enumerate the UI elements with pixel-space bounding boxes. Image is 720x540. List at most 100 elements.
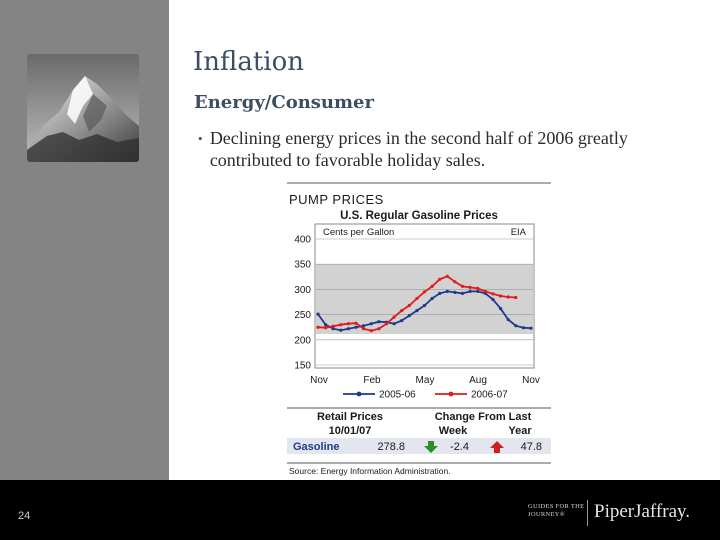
data-point	[324, 326, 328, 330]
y-axis-ticks: 400 350 300 250 200 150	[294, 235, 311, 372]
y-tick-label: 250	[294, 310, 311, 321]
source-tag: EIA	[511, 227, 527, 238]
data-point	[453, 280, 457, 284]
x-axis-ticks: Nov Feb May Aug Nov	[310, 375, 540, 386]
series-layer	[316, 274, 533, 333]
data-point	[362, 324, 366, 328]
price-table: Retail Prices Change From Last 10/01/07 …	[287, 407, 551, 476]
footer-bar: 24 GUIDES FOR THE JOURNEY® PiperJaffray.	[0, 480, 720, 540]
slide-subtitle: Energy/Consumer	[194, 92, 374, 113]
legend: 2005-06 2006-07	[343, 390, 508, 401]
data-point	[514, 295, 518, 300]
data-point	[491, 292, 495, 296]
data-point	[415, 296, 419, 301]
data-point	[407, 303, 411, 308]
slide-title: Inflation	[193, 47, 305, 77]
table-gasoline-row	[287, 438, 551, 454]
data-point	[491, 297, 495, 302]
down-arrow-icon	[424, 441, 438, 453]
data-point	[422, 290, 427, 294]
data-point	[468, 285, 472, 289]
data-point	[499, 307, 503, 311]
y-tick-label: 300	[294, 285, 311, 296]
table-gasoline-price: 278.8	[377, 441, 405, 453]
data-point	[400, 309, 404, 313]
legend-label-2006: 2006-07	[471, 390, 508, 401]
data-point	[422, 303, 427, 308]
data-point	[407, 314, 411, 318]
y-tick-label: 400	[294, 235, 311, 246]
x-tick-label: May	[416, 375, 435, 386]
data-point	[415, 309, 419, 313]
table-header-retail: Retail Prices	[317, 411, 383, 423]
data-point	[362, 327, 366, 331]
chart-title: U.S. Regular Gasoline Prices	[340, 210, 498, 222]
chart-heading: PUMP PRICES	[289, 192, 384, 207]
data-point	[369, 322, 373, 326]
chart-canvas: PUMP PRICES U.S. Regular Gasoline Prices…	[287, 182, 551, 476]
plot-shaded-band	[316, 264, 533, 334]
unit-label: Cents per Gallon	[323, 227, 394, 238]
x-tick-label: Feb	[363, 375, 381, 386]
data-point	[339, 328, 343, 332]
data-point	[506, 295, 510, 299]
data-point	[316, 312, 320, 316]
data-point	[521, 326, 525, 330]
data-point	[476, 286, 480, 290]
piper-jaffray-logo: PiperJaffray.	[594, 501, 691, 522]
table-date: 10/01/07	[329, 425, 372, 437]
data-point	[384, 322, 389, 326]
x-tick-label: Aug	[469, 375, 487, 386]
table-col-week: Week	[439, 425, 468, 437]
data-point	[529, 326, 533, 330]
legend-marker-2006	[448, 391, 454, 397]
y-tick-label: 200	[294, 335, 311, 346]
sidebar-panel	[0, 0, 169, 480]
data-point	[430, 284, 434, 288]
data-point	[476, 289, 480, 293]
data-point	[460, 284, 465, 288]
data-point	[392, 322, 396, 326]
bullet-dot: •	[198, 131, 203, 146]
data-point	[499, 294, 503, 298]
data-point	[331, 324, 335, 328]
table-col-year: Year	[508, 425, 532, 437]
data-point	[354, 325, 358, 329]
data-point	[392, 315, 396, 319]
logo-divider	[587, 500, 588, 526]
source-note: Source: Energy Information Administratio…	[289, 466, 451, 476]
data-point	[445, 289, 449, 293]
table-header-change: Change From Last	[435, 411, 532, 423]
data-point	[430, 296, 434, 301]
data-point	[377, 327, 381, 331]
data-point	[354, 321, 358, 325]
data-point	[346, 327, 350, 331]
legend-label-2005: 2005-06	[379, 390, 416, 401]
table-week-change: -2.4	[450, 441, 469, 453]
page-number: 24	[18, 510, 31, 522]
grid-lines	[316, 238, 533, 366]
data-point	[460, 291, 465, 295]
bullet-item: • Declining energy prices in the second …	[198, 127, 668, 171]
data-point	[369, 329, 373, 333]
data-point	[316, 325, 320, 329]
data-point	[339, 323, 343, 327]
guides-tagline: GUIDES FOR THE JOURNEY®	[528, 503, 585, 518]
x-tick-label: Nov	[310, 375, 328, 386]
data-point	[331, 327, 335, 331]
x-tick-label: Nov	[522, 375, 540, 386]
table-year-change: 47.8	[521, 441, 542, 453]
data-point	[514, 324, 518, 328]
data-point	[506, 318, 510, 322]
data-point	[438, 277, 442, 281]
data-point	[453, 290, 457, 294]
y-tick-label: 350	[294, 260, 311, 271]
pump-prices-chart: PUMP PRICES U.S. Regular Gasoline Prices…	[283, 182, 553, 482]
data-point	[445, 274, 449, 278]
table-gasoline-label: Gasoline	[293, 441, 339, 453]
mountain-photo	[27, 54, 139, 162]
data-point	[483, 289, 487, 293]
data-point	[324, 323, 328, 327]
data-point	[468, 289, 472, 293]
data-point	[346, 322, 350, 326]
